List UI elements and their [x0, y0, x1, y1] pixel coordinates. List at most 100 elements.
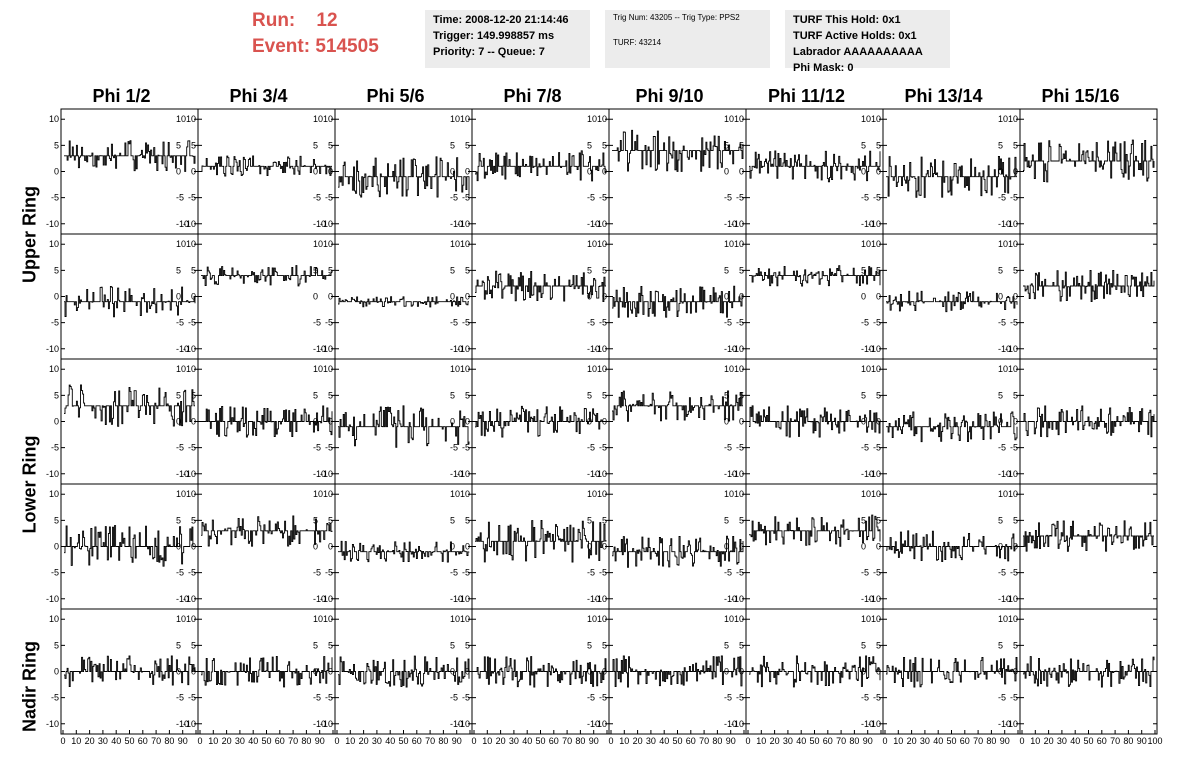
y-tick-label-right: -5	[450, 568, 458, 578]
trig-num-line: Trig Num: 43205 -- Trig Type: PPS2	[613, 13, 740, 22]
y-tick-label-right: -5	[724, 693, 732, 703]
waveform-trace	[749, 405, 881, 438]
y-tick-label-right: -5	[450, 193, 458, 203]
y-tick-label: 5	[54, 640, 59, 650]
y-tick-label-right: 0	[861, 167, 866, 177]
y-tick-label-right: 0	[313, 542, 318, 552]
waveform-trace	[338, 540, 470, 563]
y-tick-label: -5	[736, 693, 744, 703]
y-tick-label-right: -10	[861, 719, 874, 729]
y-tick-label-right: -5	[587, 693, 595, 703]
y-tick-label-right: 0	[724, 417, 729, 427]
waveform-trace	[475, 656, 607, 688]
y-tick-label-right: 10	[724, 614, 734, 624]
y-tick-label: 0	[602, 417, 607, 427]
time-line: Time: 2008-12-20 21:14:46	[433, 14, 569, 26]
y-tick-label: 10	[323, 614, 333, 624]
y-tick-label-right: 5	[998, 390, 1003, 400]
y-tick-label-right: -5	[861, 568, 869, 578]
y-tick-label-right: 5	[998, 515, 1003, 525]
y-tick-label: 10	[186, 614, 196, 624]
x-tick-label: 70	[562, 736, 572, 746]
x-tick-label: 50	[535, 736, 545, 746]
panel-frame	[334, 358, 473, 485]
y-tick-label: -5	[462, 693, 470, 703]
y-tick-label-right: 0	[1159, 417, 1164, 427]
x-tick-label: 20	[222, 736, 232, 746]
y-tick-label-right: 10	[176, 489, 186, 499]
y-tick-label: -10	[46, 219, 59, 229]
y-tick-label-right: -10	[450, 719, 463, 729]
x-tick-label: 10	[208, 736, 218, 746]
y-tick-label-right: 10	[998, 114, 1008, 124]
x-tick-label: 40	[1070, 736, 1080, 746]
y-tick-label: -10	[731, 719, 744, 729]
x-tick-label: 0	[471, 736, 476, 746]
y-tick-label-right: 5	[587, 640, 592, 650]
y-tick-label-right: 5	[176, 515, 181, 525]
y-tick-label-right: 5	[313, 390, 318, 400]
y-tick-label-right: 5	[998, 640, 1003, 650]
waveform-trace	[338, 156, 470, 198]
x-tick-label: 50	[672, 736, 682, 746]
y-tick-label-right: -5	[861, 693, 869, 703]
y-tick-label-right: 10	[450, 364, 460, 374]
y-tick-label-right: 5	[1159, 390, 1164, 400]
x-tick-label: 60	[960, 736, 970, 746]
y-tick-label-right: -5	[724, 443, 732, 453]
y-tick-label-right: 0	[1159, 667, 1164, 677]
turf-this-hold: TURF This Hold: 0x1	[793, 14, 901, 26]
y-tick-label: 10	[1008, 364, 1018, 374]
y-tick-label: -5	[1010, 193, 1018, 203]
y-tick-label-right: 10	[587, 239, 597, 249]
y-tick-label: -5	[599, 193, 607, 203]
waveform-trace	[886, 530, 1018, 563]
y-tick-label: 5	[1013, 515, 1018, 525]
y-tick-label: 0	[54, 417, 59, 427]
y-tick-label: 10	[871, 114, 881, 124]
panel-frame	[1019, 108, 1158, 235]
y-tick-label: 0	[1013, 667, 1018, 677]
y-tick-label-right: 5	[1159, 640, 1164, 650]
y-tick-label: -10	[868, 219, 881, 229]
y-tick-label: -5	[188, 193, 196, 203]
y-tick-label: 0	[602, 542, 607, 552]
x-tick-label: 60	[275, 736, 285, 746]
x-tick-label: 10	[71, 736, 81, 746]
y-tick-label: -5	[1010, 693, 1018, 703]
y-tick-label: -5	[736, 193, 744, 203]
y-tick-label: 0	[465, 417, 470, 427]
y-tick-label: 0	[876, 542, 881, 552]
waveform-trace	[1023, 269, 1155, 303]
y-tick-label: -10	[320, 719, 333, 729]
y-tick-label: 10	[597, 614, 607, 624]
y-tick-label: 0	[876, 292, 881, 302]
y-tick-label: 5	[602, 640, 607, 650]
y-tick-label: -10	[1005, 469, 1018, 479]
y-tick-label-right: 5	[587, 390, 592, 400]
y-tick-label: -10	[868, 344, 881, 354]
y-tick-label-right: -10	[450, 594, 463, 604]
y-tick-label-right: -10	[450, 469, 463, 479]
y-tick-label: 5	[876, 265, 881, 275]
waveform-trace	[475, 270, 606, 303]
y-tick-label-right: 10	[1159, 114, 1169, 124]
waveform-trace	[475, 519, 607, 563]
y-tick-label: 5	[328, 390, 333, 400]
y-tick-label: 5	[876, 390, 881, 400]
y-tick-label: 0	[191, 542, 196, 552]
y-tick-label: 5	[876, 640, 881, 650]
y-tick-label: 0	[328, 167, 333, 177]
panel-frame	[197, 483, 336, 610]
x-tick-label: 80	[986, 736, 996, 746]
waveform-trace	[1023, 139, 1155, 183]
y-tick-label: 10	[49, 614, 59, 624]
x-tick-label: 90	[589, 736, 599, 746]
y-tick-label: 5	[328, 515, 333, 525]
y-tick-label-right: 10	[313, 114, 323, 124]
y-tick-label-right: 10	[861, 114, 871, 124]
x-tick-label: 100	[1147, 736, 1162, 746]
y-tick-label-right: 0	[176, 167, 181, 177]
y-tick-label: 0	[739, 167, 744, 177]
